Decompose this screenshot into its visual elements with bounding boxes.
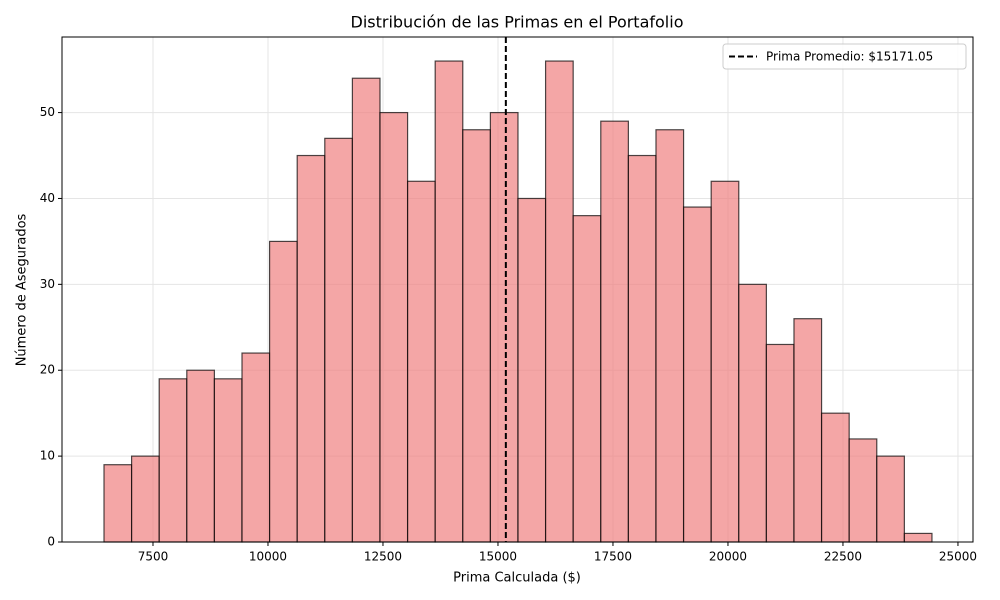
x-tick-label: 22500 <box>824 550 862 564</box>
y-tick-label: 20 <box>40 363 55 377</box>
bar <box>296 154 326 543</box>
bar <box>268 240 298 543</box>
bar <box>324 137 353 543</box>
x-tick-label: 12500 <box>364 550 402 564</box>
bar <box>213 378 243 543</box>
y-tick-label: 0 <box>47 535 55 549</box>
bar <box>600 120 629 543</box>
bar <box>462 129 491 543</box>
bar <box>848 438 878 543</box>
x-tick-label: 7500 <box>138 550 169 564</box>
bar <box>379 111 409 543</box>
bar <box>241 352 271 543</box>
bar <box>544 60 574 543</box>
y-tick-label: 50 <box>40 105 55 119</box>
x-axis-label: Prima Calculada ($) <box>453 571 581 586</box>
bar <box>655 129 685 543</box>
bar <box>130 455 160 543</box>
bar <box>876 455 905 543</box>
y-tick-label: 30 <box>40 277 55 291</box>
legend-box <box>722 43 967 70</box>
x-tick-label: 20000 <box>709 550 747 564</box>
bar <box>103 464 133 543</box>
y-axis-label: Número de Asegurados <box>15 213 30 366</box>
bar <box>517 197 547 543</box>
x-tick-label: 10000 <box>249 550 287 564</box>
x-tick-label: 15000 <box>479 550 517 564</box>
bar <box>820 412 850 543</box>
x-tick-label: 25000 <box>939 550 977 564</box>
bar <box>186 369 215 543</box>
bar <box>710 180 740 543</box>
bar <box>351 77 381 543</box>
bar <box>572 215 602 543</box>
bar <box>627 154 657 543</box>
frame <box>61 36 974 543</box>
bar <box>738 283 767 543</box>
bar <box>793 318 823 543</box>
chart-title: Distribución de las Primas en el Portafo… <box>351 13 684 32</box>
bar <box>434 60 464 543</box>
x-tick-label: 17500 <box>594 550 632 564</box>
bar <box>406 180 436 543</box>
y-tick-label: 10 <box>40 449 55 463</box>
bar <box>765 343 795 543</box>
bar <box>158 378 188 543</box>
bar <box>682 206 712 543</box>
y-tick-label: 40 <box>40 191 55 205</box>
bar <box>903 532 933 543</box>
legend-label: Prima Promedio: $15171.05 <box>766 50 933 64</box>
bar <box>489 111 519 543</box>
